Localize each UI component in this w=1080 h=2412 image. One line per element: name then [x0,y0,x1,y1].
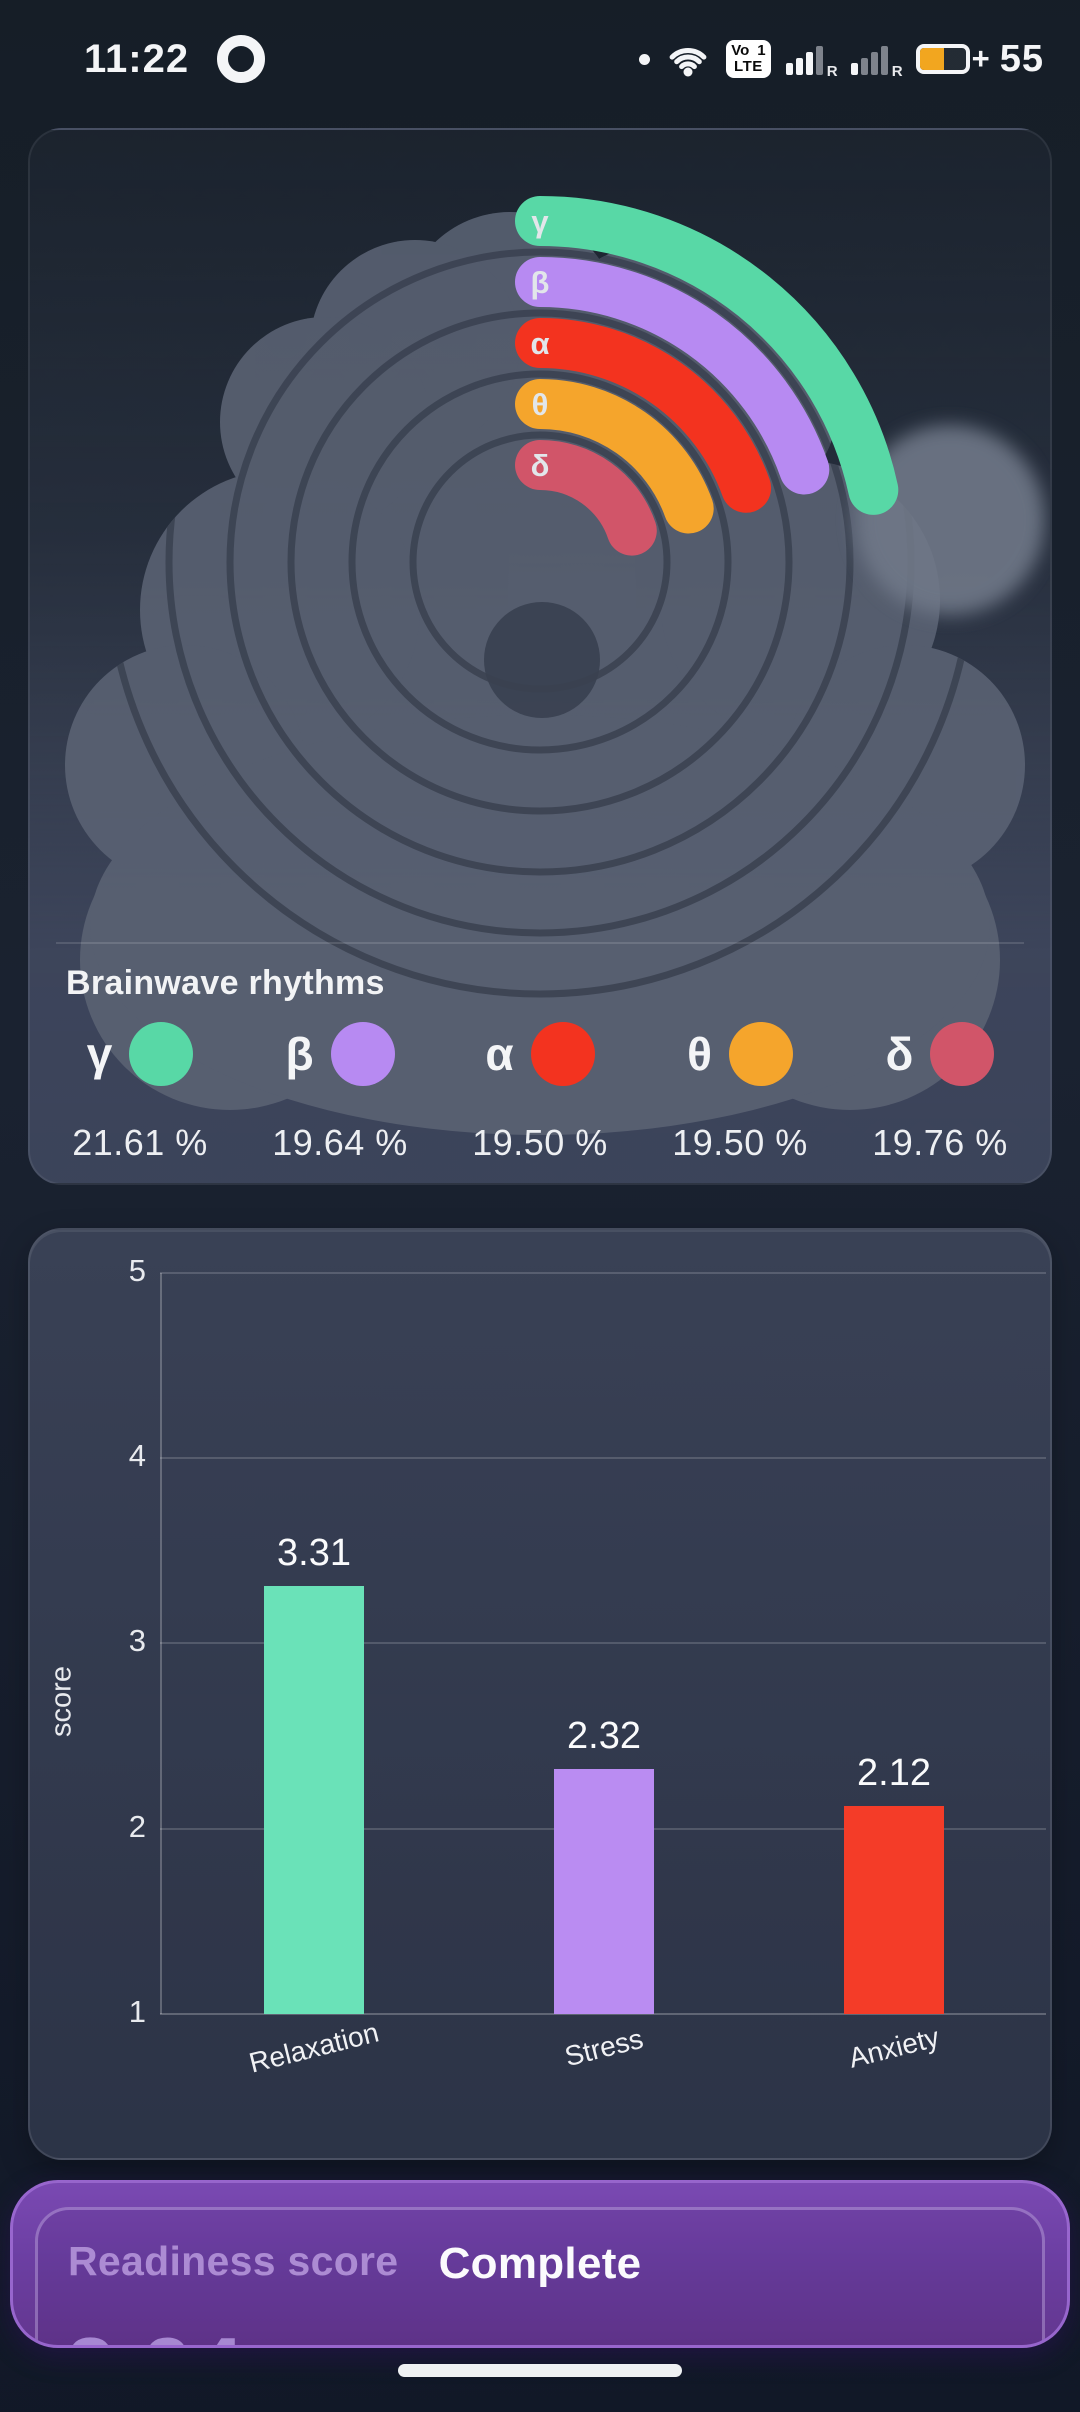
brainwave-title: Brainwave rhythms [66,964,385,1002]
legend-percent-alpha: 19.50 % [472,1122,608,1163]
arc-label-delta: δ [531,448,550,483]
x-tick-label-anxiety: Anxiety [845,2021,943,2074]
brainwave-legend: γ 21.61 % β 19.64 % α 19.50 % θ 19.50 % … [40,1022,1040,1164]
roaming-indicator: R [891,63,903,80]
battery-charging-plus: + [971,41,990,76]
y-axis-line [160,1272,162,2014]
readiness-score-label: Readiness score [68,2238,399,2284]
status-right: Vo 1 LTE R R + 55 [639,38,1060,81]
gridline-y5 [160,1271,1046,1274]
legend-item-gamma: γ 21.61 % [40,1022,240,1164]
status-bar: 11:22 Vo 1 LTE R [0,26,1080,92]
arc-label-beta: β [531,265,550,300]
legend-item-delta: δ 19.76 % [840,1022,1040,1164]
volte-badge: Vo 1 LTE [726,40,771,78]
legend-item-alpha: α 19.50 % [440,1022,640,1164]
y-tick-label-3: 3 [128,1623,146,1659]
bar-anxiety [844,1806,944,2014]
legend-letter-delta: δ [885,1028,914,1080]
complete-button-label: Complete [438,2239,642,2288]
divider [56,942,1024,944]
legend-percent-theta: 19.50 % [672,1122,808,1163]
bar-value-label-stress: 2.32 [567,1715,641,1758]
arc-label-gamma: γ [531,204,549,239]
gesture-navigation-bar[interactable] [398,2364,682,2377]
legend-color-dot-beta [330,1022,395,1086]
legend-percent-gamma: 21.61 % [72,1122,208,1163]
clock: 11:22 [84,36,190,81]
volte-sim-number: 1 [757,42,766,60]
volte-lte-label: LTE [734,58,763,75]
y-tick-label-5: 5 [128,1252,146,1288]
arc-label-theta: θ [532,387,549,422]
bar-value-label-relaxation: 3.31 [277,1531,351,1574]
bar-value-label-anxiety: 2.12 [857,1752,931,1795]
radial-center-hole [484,602,600,718]
legend-color-dot-delta [930,1022,995,1086]
bar-stress [554,1769,654,2014]
legend-percent-beta: 19.64 % [272,1122,408,1163]
notification-dot-icon [639,53,651,65]
arc-delta [515,440,657,556]
roaming-indicator: R [826,63,838,80]
signal-bars-icon: R [785,43,838,80]
legend-letter-beta: β [285,1028,314,1080]
arc-beta [515,257,830,495]
wifi-icon [669,48,707,77]
readiness-score-card: Readiness score 2.94 [35,2207,1045,2345]
legend-letter-gamma: γ [86,1028,113,1080]
battery-icon: + 55 [915,37,1044,81]
arc-theta [515,379,714,534]
battery-charge-fill [919,48,944,70]
y-tick-label-2: 2 [128,1808,146,1844]
gridline-y3 [160,1642,1046,1645]
arc-alpha [515,318,772,513]
y-axis-title: score [45,1666,78,1737]
score-bar-chart-card: 1 2 3 4 5 score 3.31 Relaxation 2.32 Stress 2.12 An… [28,1228,1052,2160]
legend-color-dot-gamma [129,1022,194,1086]
screen-record-ring-icon [217,35,266,83]
x-tick-label-stress: Stress [561,2022,647,2073]
arc-label-alpha: α [530,326,549,361]
bar-relaxation [264,1585,364,2014]
x-tick-label-relaxation: Relaxation [245,2016,382,2079]
gridline-y4 [160,1457,1046,1460]
volte-vo-label: Vo [731,42,750,60]
signal-bars-icon: R [850,43,903,80]
complete-button[interactable]: Readiness score 2.94 Complete [10,2180,1070,2348]
battery-percent: 55 [999,37,1044,80]
legend-color-dot-alpha [530,1022,595,1086]
y-tick-label-1: 1 [128,1994,146,2029]
readiness-score-value: 2.94 [66,2318,245,2345]
legend-letter-theta: θ [687,1028,712,1080]
legend-letter-alpha: α [485,1028,514,1080]
gridline-y1 [160,2013,1046,2015]
status-left: 11:22 [84,35,266,83]
legend-item-theta: θ 19.50 % [640,1022,840,1164]
legend-color-dot-theta [728,1022,793,1086]
radial-light-bump [855,425,1045,615]
y-tick-label-4: 4 [128,1438,146,1474]
legend-percent-delta: 19.76 % [872,1122,1008,1163]
legend-item-beta: β 19.64 % [240,1022,440,1164]
arc-gamma [515,196,899,515]
